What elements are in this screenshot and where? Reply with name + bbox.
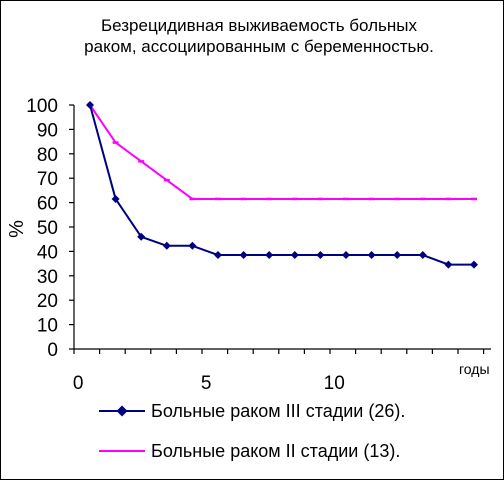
data-point-stage-3 xyxy=(290,251,299,260)
x-axis-label: годы xyxy=(459,361,490,377)
series-line-stage-2 xyxy=(89,104,474,200)
y-tick-label: 40 xyxy=(37,242,58,263)
data-point-stage-3 xyxy=(470,260,478,269)
y-tick-label: 70 xyxy=(37,169,58,190)
y-tick-label: 0 xyxy=(47,340,58,361)
data-point-stage-3 xyxy=(418,251,427,260)
data-point-stage-3 xyxy=(342,251,350,260)
chart-title-line-1: Безрецидивная выживаемость больных xyxy=(101,16,417,35)
legend: Больные раком III стадии (26). Больные р… xyxy=(99,401,405,461)
data-point-stage-3 xyxy=(162,241,171,250)
data-point-stage-3 xyxy=(316,251,325,260)
legend-label-stage-3: Больные раком III стадии (26). xyxy=(151,401,405,421)
x-tick-label: 5 xyxy=(201,373,212,394)
data-point-stage-3 xyxy=(137,232,146,241)
data-point-stage-3 xyxy=(265,251,274,260)
chart-title-line-2: раком, ассоциированным с беременностью. xyxy=(84,37,434,56)
series-group xyxy=(86,101,478,269)
data-point-stage-3 xyxy=(86,101,94,109)
y-tick-label: 100 xyxy=(26,96,58,117)
y-tick-label: 80 xyxy=(37,145,58,166)
y-tick-label: 30 xyxy=(37,267,58,288)
legend-label-stage-2: Больные раком II стадии (13). xyxy=(151,441,400,461)
y-tick-label: 90 xyxy=(37,120,58,141)
data-point-stage-3 xyxy=(111,194,120,203)
tick-labels: 0 10 20 30 40 50 60 70 80 90 100 0 5 10 xyxy=(26,96,344,394)
y-tick-label: 20 xyxy=(37,291,58,312)
y-tick-label: 60 xyxy=(37,194,58,215)
data-point-stage-3 xyxy=(393,251,402,260)
data-point-stage-3 xyxy=(214,251,222,260)
data-point-stage-3 xyxy=(239,251,248,260)
data-point-stage-3 xyxy=(367,251,376,260)
y-tick-label: 50 xyxy=(37,218,58,239)
y-axis-label: % xyxy=(6,220,28,238)
data-point-stage-3 xyxy=(188,241,197,250)
data-point-stage-3 xyxy=(444,260,453,269)
y-axis xyxy=(69,104,75,350)
y-tick-label: 10 xyxy=(37,316,58,337)
legend-swatch-marker-stage-3 xyxy=(116,405,128,417)
series-line-stage-3 xyxy=(89,104,474,266)
x-axis xyxy=(73,348,491,354)
x-tick-label: 0 xyxy=(73,373,84,394)
x-tick-label: 10 xyxy=(324,373,345,394)
